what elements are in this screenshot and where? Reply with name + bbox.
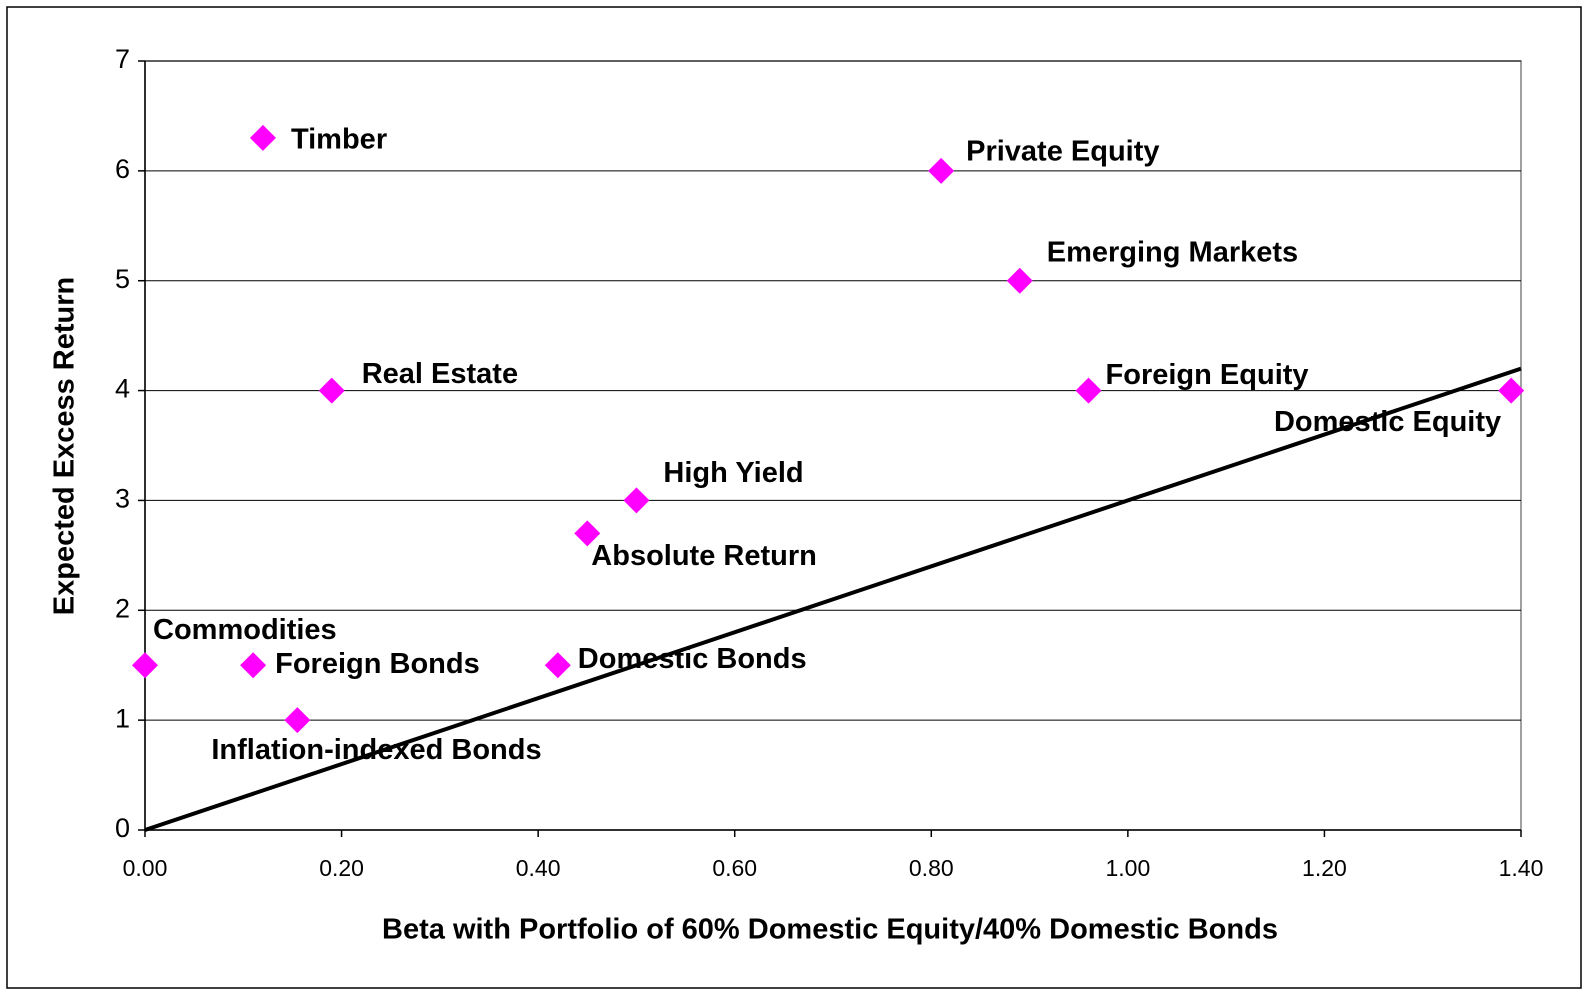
y-axis-title: Expected Excess Return <box>49 277 81 615</box>
data-point <box>249 124 276 151</box>
x-tick-label: 0.20 <box>319 855 364 881</box>
data-point <box>284 707 311 734</box>
x-tick-label: 0.80 <box>909 855 954 881</box>
point-label: Commodities <box>153 614 337 646</box>
point-label: Foreign Bonds <box>275 648 480 680</box>
data-point <box>318 377 345 404</box>
data-point <box>623 487 650 514</box>
point-label: Private Equity <box>966 136 1159 168</box>
data-point <box>1498 377 1525 404</box>
data-point <box>1075 377 1102 404</box>
y-tick-label: 1 <box>115 703 130 733</box>
x-tick-label: 1.20 <box>1302 855 1347 881</box>
data-point <box>574 520 601 547</box>
chart-frame <box>6 6 1582 989</box>
x-tick-label: 1.00 <box>1105 855 1150 881</box>
y-tick-label: 7 <box>115 44 130 74</box>
point-label: Domestic Equity <box>1274 406 1501 438</box>
point-label: Real Estate <box>362 358 518 390</box>
data-point <box>544 652 571 679</box>
y-tick-label: 6 <box>115 154 130 184</box>
y-tick-label: 3 <box>115 484 130 514</box>
x-tick-label: 0.60 <box>712 855 757 881</box>
point-label: Domestic Bonds <box>578 643 807 675</box>
y-tick-label: 0 <box>115 813 130 843</box>
point-label: Timber <box>291 124 387 156</box>
x-tick-label: 0.40 <box>516 855 561 881</box>
point-label: Absolute Return <box>591 540 817 572</box>
x-tick-label: 1.40 <box>1499 855 1544 881</box>
data-point <box>132 652 158 679</box>
point-label: Emerging Markets <box>1047 236 1298 268</box>
data-point <box>928 157 955 184</box>
point-label: High Yield <box>663 457 803 489</box>
point-label: Foreign Equity <box>1106 359 1309 391</box>
data-point <box>1006 267 1033 294</box>
point-label: Inflation-indexed Bonds <box>211 734 541 766</box>
data-point <box>240 652 267 679</box>
y-tick-label: 2 <box>115 593 130 623</box>
x-tick-label: 0.00 <box>123 855 168 881</box>
x-axis-title: Beta with Portfolio of 60% Domestic Equi… <box>382 914 1278 946</box>
y-tick-label: 5 <box>115 264 130 294</box>
reference-line <box>144 366 1522 832</box>
y-tick-label: 4 <box>115 374 130 404</box>
